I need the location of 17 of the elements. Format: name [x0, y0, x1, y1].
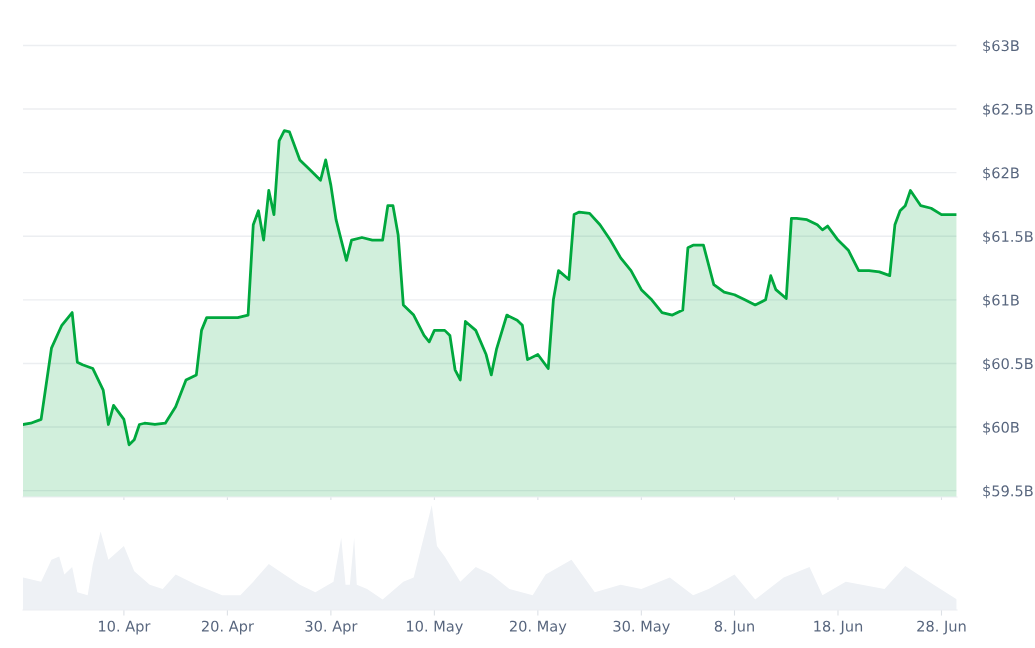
x-tick-label: 30. May: [613, 620, 670, 635]
x-tick-label: 10. Apr: [98, 620, 151, 635]
y-tick-label: $62B: [983, 167, 1019, 181]
y-tick-label: $59.5B: [983, 485, 1033, 499]
x-tick-label: 8. Jun: [714, 620, 754, 635]
x-tick-label: 28. Jun: [917, 620, 966, 635]
y-tick-label: $63B: [983, 39, 1019, 54]
y-tick-label: $61.5B: [983, 230, 1033, 244]
y-tick-label: $61B: [983, 294, 1019, 308]
x-tick-label: 10. May: [406, 620, 463, 635]
y-tick-label: $60B: [983, 421, 1019, 435]
y-tick-label: $62.5B: [983, 103, 1033, 117]
y-tick-label: $60.5B: [983, 357, 1033, 372]
x-tick-label: 18. Jun: [814, 620, 863, 635]
x-tick-label: 30. Apr: [305, 620, 358, 635]
x-tick-label: 20. May: [509, 620, 567, 635]
x-tick-label: 20. Apr: [201, 620, 254, 635]
